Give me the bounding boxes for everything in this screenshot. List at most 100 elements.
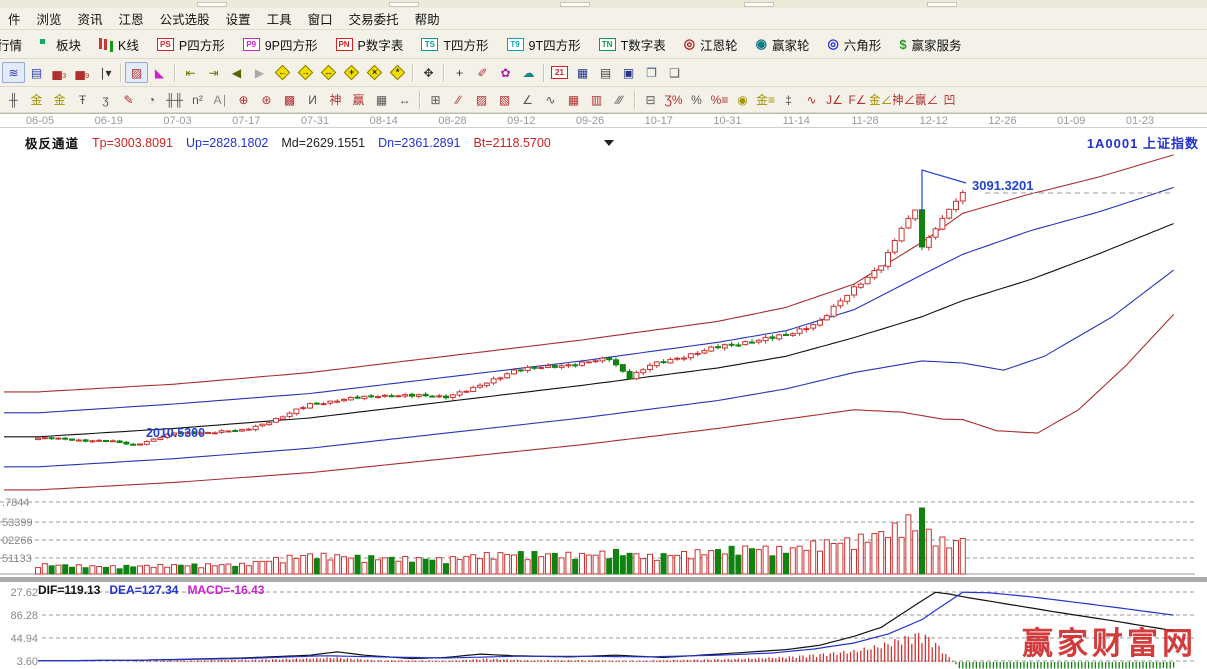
- tab-赢家轮[interactable]: ◉ 赢家轮: [747, 30, 819, 58]
- diamond-zoom-out-icon[interactable]: ×: [363, 62, 386, 83]
- menu-item[interactable]: 交易委托: [348, 13, 399, 27]
- tab-label: 行情: [0, 38, 23, 53]
- diamond-right-icon[interactable]: →: [294, 62, 317, 83]
- flag-chart-icon[interactable]: ◣: [154, 65, 165, 80]
- tab-9P四方形[interactable]: P9 9P四方形: [234, 30, 327, 58]
- calculator-icon[interactable]: ▦: [576, 65, 589, 80]
- menu-item[interactable]: 帮助: [414, 13, 440, 27]
- ying-angle-icon[interactable]: 赢∠: [915, 93, 938, 107]
- f-angle-icon[interactable]: F∠: [848, 92, 867, 107]
- gann-grid-icon[interactable]: ╫: [9, 92, 18, 107]
- diamond-left-icon[interactable]: ←: [271, 62, 294, 83]
- last-page-icon[interactable]: ⇥: [208, 65, 219, 80]
- rocket-draw-icon[interactable]: ✎: [123, 92, 134, 107]
- tab-P数字表[interactable]: PN P数字表: [327, 30, 413, 58]
- gold-split2-icon[interactable]: 金: [53, 93, 66, 107]
- prev-icon[interactable]: ◀: [231, 65, 242, 80]
- concave-icon[interactable]: 凹: [943, 93, 956, 107]
- panel-grid-icon[interactable]: ⊞: [430, 92, 441, 107]
- h-range-icon[interactable]: ↔: [398, 92, 411, 107]
- wave-chart-icon[interactable]: ≋: [2, 62, 25, 83]
- menu-item[interactable]: 件: [8, 13, 21, 27]
- menu-item[interactable]: 浏览: [36, 13, 62, 27]
- gold-split-icon[interactable]: 金: [30, 93, 43, 107]
- chart-canvas[interactable]: .7844 53399 02266 51133 3091.3201 2010.5300 27…: [0, 128, 1207, 669]
- zigzag-icon[interactable]: И: [308, 92, 317, 107]
- md-value: Md=2629.1551: [281, 135, 366, 150]
- marker-icon[interactable]: ‡: [785, 92, 792, 107]
- chart-area[interactable]: .7844 53399 02266 51133 3091.3201 2010.5300 27…: [0, 128, 1207, 669]
- fib-time-icon[interactable]: Ŧ: [78, 92, 87, 107]
- wave-line-icon[interactable]: ∿: [545, 92, 556, 107]
- menu-item[interactable]: 资讯: [77, 13, 103, 27]
- crosshair-icon[interactable]: +: [455, 65, 463, 80]
- tab-江恩轮[interactable]: ◎ 江恩轮: [675, 30, 747, 58]
- pan-hand-icon[interactable]: ✥: [423, 65, 434, 80]
- shen-tool-icon[interactable]: 神: [329, 93, 342, 107]
- percent-lines-icon[interactable]: %≡: [710, 92, 729, 107]
- gann-target-icon[interactable]: ⊕: [238, 92, 249, 107]
- time-grid-icon[interactable]: ╫╫: [165, 92, 183, 107]
- diamond-fit-icon[interactable]: *: [386, 62, 409, 83]
- indicator-dropdown-icon[interactable]: [604, 140, 614, 146]
- tab-行情[interactable]: 行情: [0, 30, 31, 58]
- shaded-box2-icon[interactable]: ▧: [498, 92, 511, 107]
- shaded-box-icon[interactable]: ▨: [475, 92, 488, 107]
- square-number-icon[interactable]: n²: [192, 92, 203, 107]
- pattern-icon[interactable]: ▨: [125, 62, 148, 83]
- menu-item[interactable]: 工具: [266, 13, 292, 27]
- gann-fan-icon[interactable]: ∕∕: [456, 92, 461, 107]
- grid-123-icon[interactable]: ▦: [375, 92, 388, 107]
- draw-line-icon[interactable]: ✐: [477, 65, 488, 80]
- percent-icon[interactable]: %: [691, 92, 702, 107]
- gold-angle-icon[interactable]: 金∠: [869, 93, 892, 107]
- dea-value: DEA=127.34: [109, 583, 179, 597]
- save-icon[interactable]: ▣: [622, 65, 635, 80]
- bars-3-icon[interactable]: ▅₃: [52, 65, 67, 80]
- red-wave-icon[interactable]: ∿: [806, 92, 817, 107]
- red-grid-icon[interactable]: ▦: [567, 92, 580, 107]
- tab-板块[interactable]: 板块: [31, 30, 90, 58]
- gold-circle-icon[interactable]: ◉: [737, 92, 748, 107]
- red-grid2-icon[interactable]: ▥: [590, 92, 603, 107]
- export-icon[interactable]: ❐: [646, 65, 657, 80]
- spiral-icon[interactable]: ʒ: [102, 92, 109, 107]
- kline-period-dropdown-icon[interactable]: ∣▾: [99, 65, 112, 80]
- diamond-zoom-in-icon[interactable]: +: [340, 62, 363, 83]
- tab-9T四方形[interactable]: T9 9T四方形: [498, 30, 590, 58]
- calendar-icon[interactable]: 21: [548, 62, 571, 83]
- star-grid-icon[interactable]: ⊛: [261, 92, 272, 107]
- next-icon[interactable]: ▶: [254, 65, 265, 80]
- text-label-icon[interactable]: A∣: [213, 92, 228, 107]
- macd-value: MACD=-16.43: [187, 583, 265, 597]
- diamond-expand-icon[interactable]: ↔: [317, 62, 340, 83]
- menu-item[interactable]: 设置: [225, 13, 251, 27]
- tab-P四方形[interactable]: PS P四方形: [148, 30, 234, 58]
- tab-赢家服务[interactable]: $ 赢家服务: [890, 30, 970, 58]
- tab-T四方形[interactable]: TS T四方形: [412, 30, 497, 58]
- print-icon[interactable]: ❑: [669, 65, 680, 80]
- percent-zone-icon[interactable]: Ʒ%: [664, 92, 683, 107]
- brain-tool-icon[interactable]: ☁: [522, 65, 535, 80]
- speed-lines-icon[interactable]: ∕∕∕: [616, 92, 623, 107]
- menu-bar: 件 浏览 资讯 江恩 公式选股 设置 工具 窗口 交易委托 帮助: [0, 8, 1207, 30]
- menu-item[interactable]: 窗口: [307, 13, 333, 27]
- bars-9-icon[interactable]: ▅₉: [75, 65, 90, 80]
- flower-tool-icon[interactable]: ✿: [500, 65, 511, 80]
- ying-tool-icon[interactable]: 赢: [352, 93, 365, 107]
- angle-line-icon[interactable]: ∠: [522, 92, 533, 107]
- tab-六角形[interactable]: ◎ 六角形: [818, 30, 890, 58]
- gold-lines-icon[interactable]: 金≡: [755, 93, 775, 107]
- menu-item[interactable]: 江恩: [118, 13, 144, 27]
- list-report-icon[interactable]: ▤: [30, 65, 43, 80]
- scale-icon[interactable]: ⊟: [645, 92, 656, 107]
- menu-item[interactable]: 公式选股: [159, 13, 210, 27]
- first-page-icon[interactable]: ⇤: [185, 65, 196, 80]
- shen-angle-icon[interactable]: 神∠: [892, 93, 915, 107]
- notepad-icon[interactable]: ▤: [599, 65, 612, 80]
- tab-T数字表[interactable]: TN T数字表: [590, 30, 675, 58]
- tab-K线[interactable]: K线: [90, 30, 148, 58]
- square-overlay-icon[interactable]: ▩: [283, 92, 296, 107]
- time-cycle-icon[interactable]: ◔: [147, 92, 156, 107]
- j-angle-icon[interactable]: J∠: [826, 92, 843, 107]
